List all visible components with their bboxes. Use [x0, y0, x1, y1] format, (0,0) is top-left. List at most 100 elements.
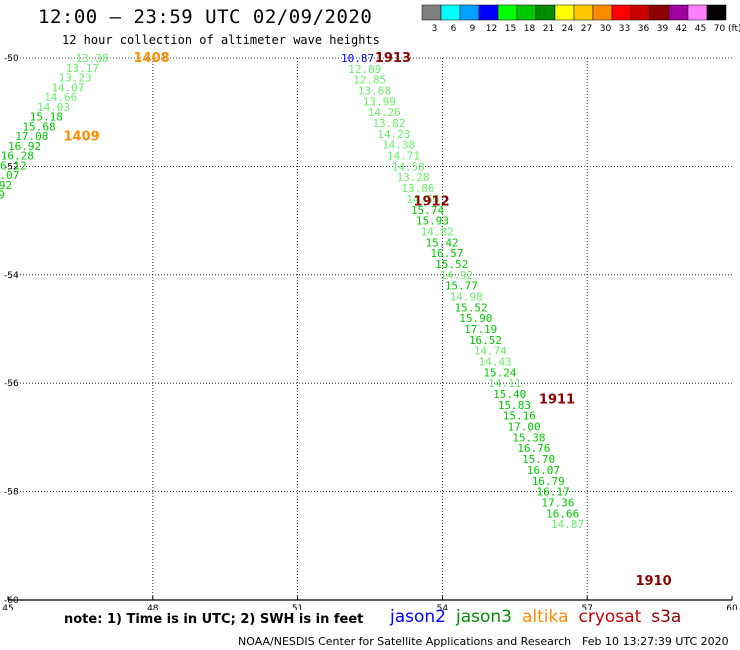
lon-tick-label: 45: [2, 604, 13, 610]
wave-height-label: 15.93: [416, 215, 449, 228]
wave-height-label: 15.52: [454, 301, 487, 314]
color-scale-label: 39: [657, 24, 669, 34]
satellite-legend: jason2 jason3 altika cryosat s3a: [390, 607, 691, 627]
wave-height-label: 15.92: [0, 179, 12, 192]
lat-tick-label: -60: [4, 596, 19, 606]
wave-height-label: 14.87: [551, 518, 584, 531]
wave-height-label: 14.71: [387, 150, 420, 163]
wave-height-label: 15.70: [522, 453, 555, 466]
map-grid: [7, 57, 733, 601]
wave-height-label: 14.74: [474, 345, 507, 358]
wave-height-label: 13.68: [358, 85, 391, 98]
wave-height-label: 13.28: [397, 171, 430, 184]
wave-height-label: 14.98: [450, 290, 483, 303]
wave-height-label: 15.18: [30, 111, 63, 124]
legend-item-s3a: s3a: [651, 607, 682, 627]
lat-tick-label: -56: [4, 379, 19, 389]
pass-time-label: 1408: [133, 51, 169, 66]
wave-height-label: 15.59: [0, 189, 5, 202]
legend-item-cryosat: cryosat: [578, 607, 642, 627]
wave-height-label: 13.86: [401, 182, 434, 195]
wave-height-label: 13.23: [59, 72, 92, 85]
wave-height-label: 15.38: [512, 431, 545, 444]
wave-height-label: 12.85: [353, 74, 386, 87]
wave-height-label: 16.66: [546, 507, 579, 520]
color-scale-label: 3: [432, 24, 438, 34]
wave-height-label: 13.82: [372, 117, 405, 130]
lon-tick-label: 57: [581, 604, 592, 610]
wave-height-label: 12.89: [348, 63, 381, 76]
wave-height-label: 15.74: [411, 204, 444, 217]
wave-height-label: 10.87: [341, 52, 374, 65]
color-scale-unit: (ft): [728, 24, 740, 34]
wave-height-label: 14.38: [382, 139, 415, 152]
wave-height-label: 14.82: [421, 225, 454, 238]
color-scale-label: 15: [505, 24, 516, 34]
wave-height-label: 13.17: [66, 62, 99, 75]
wave-height-label: 14.26: [368, 106, 401, 119]
color-scale-label: 42: [676, 24, 687, 34]
wave-height-label: 16.92: [8, 140, 41, 153]
wave-height-label: 16.76: [517, 442, 550, 455]
wave-height-label: 17.36: [541, 496, 574, 509]
wave-height-label: 16.28: [1, 150, 34, 163]
wave-height-label: 16.57: [430, 247, 463, 260]
wave-height-label: 16.17: [537, 486, 570, 499]
legend-item-jason2: jason2: [390, 607, 446, 627]
pass-time-label: 1409: [64, 130, 100, 145]
lat-tick-label: -50: [4, 54, 19, 64]
pass-time-label: 1910: [635, 574, 671, 589]
color-scale-label: 18: [524, 24, 536, 34]
wave-height-label: 14.11: [488, 377, 521, 390]
pass-time-label: 1913: [375, 51, 411, 66]
wave-height-label: 15.68: [22, 120, 55, 133]
wave-height-label: 15.52: [435, 258, 468, 271]
wave-height-label: 15.40: [493, 388, 526, 401]
lon-tick-label: 54: [437, 604, 449, 610]
footer-credit: NOAA/NESDIS Center for Satellite Applica…: [238, 635, 572, 648]
pass-time-label: 1912: [413, 195, 449, 210]
wave-height-label: 16.07: [527, 464, 560, 477]
color-scale-label: 70: [714, 24, 726, 34]
color-scale-label: 12: [486, 24, 497, 34]
color-scale-label: 9: [470, 24, 476, 34]
wave-height-label: 15.83: [498, 399, 531, 412]
wave-height-label: 14.56: [406, 193, 439, 206]
wave-height-label: 13.38: [76, 52, 109, 65]
wave-height-label: 14.92: [440, 269, 473, 282]
wave-height-label: 15.24: [483, 366, 516, 379]
footer-timestamp: Feb 10 13:27:39 UTC 2020: [582, 635, 729, 648]
lon-tick-label: 48: [147, 604, 159, 610]
color-scale-label: 6: [451, 24, 457, 34]
wave-height-label: 15.42: [426, 236, 459, 249]
color-scale-label: 36: [638, 24, 650, 34]
lon-tick-label: 60: [726, 604, 738, 610]
color-scale-label: 33: [619, 24, 630, 34]
wave-height-label: 14.07: [51, 81, 84, 94]
page-subtitle: 12 hour collection of altimeter wave hei…: [62, 33, 380, 47]
wave-height-label: 16.07: [0, 169, 19, 182]
wave-height-label: 15.77: [445, 280, 478, 293]
legend-item-jason3: jason3: [456, 607, 512, 627]
wave-height-label: 14.23: [377, 128, 410, 141]
color-scale-label: 24: [562, 24, 574, 34]
units-note: note: 1) Time is in UTC; 2) SWH is in fe…: [64, 612, 364, 627]
color-scale-label: 30: [600, 24, 612, 34]
lat-tick-label: -54: [4, 271, 19, 281]
wave-height-label: 17.00: [508, 421, 541, 434]
color-scale-label: 27: [581, 24, 592, 34]
wave-height-label: 13.99: [363, 95, 396, 108]
page-title: 12:00 – 23:59 UTC 02/09/2020: [38, 6, 373, 28]
wave-height-label: 14.58: [392, 160, 425, 173]
wave-height-label: 16.52: [469, 334, 502, 347]
track-cryosat: 10.8712.8912.8513.6813.9914.2613.8214.23…: [341, 52, 584, 531]
wave-height-label: 14.66: [44, 91, 77, 104]
lat-tick-label: -58: [4, 488, 19, 498]
lon-tick-label: 51: [292, 604, 303, 610]
color-swatch: [706, 4, 727, 21]
lat-tick-label: -52: [4, 162, 19, 172]
wave-height-map: 45 48 51 54 57 60 -50 -52 -54 -56 -58 -60 13.3813.17…: [0, 51, 738, 610]
color-scale-label: 45: [695, 24, 706, 34]
track-altika: 13.3813.1713.2314.0714.6614.0315.1815.68…: [0, 52, 109, 202]
